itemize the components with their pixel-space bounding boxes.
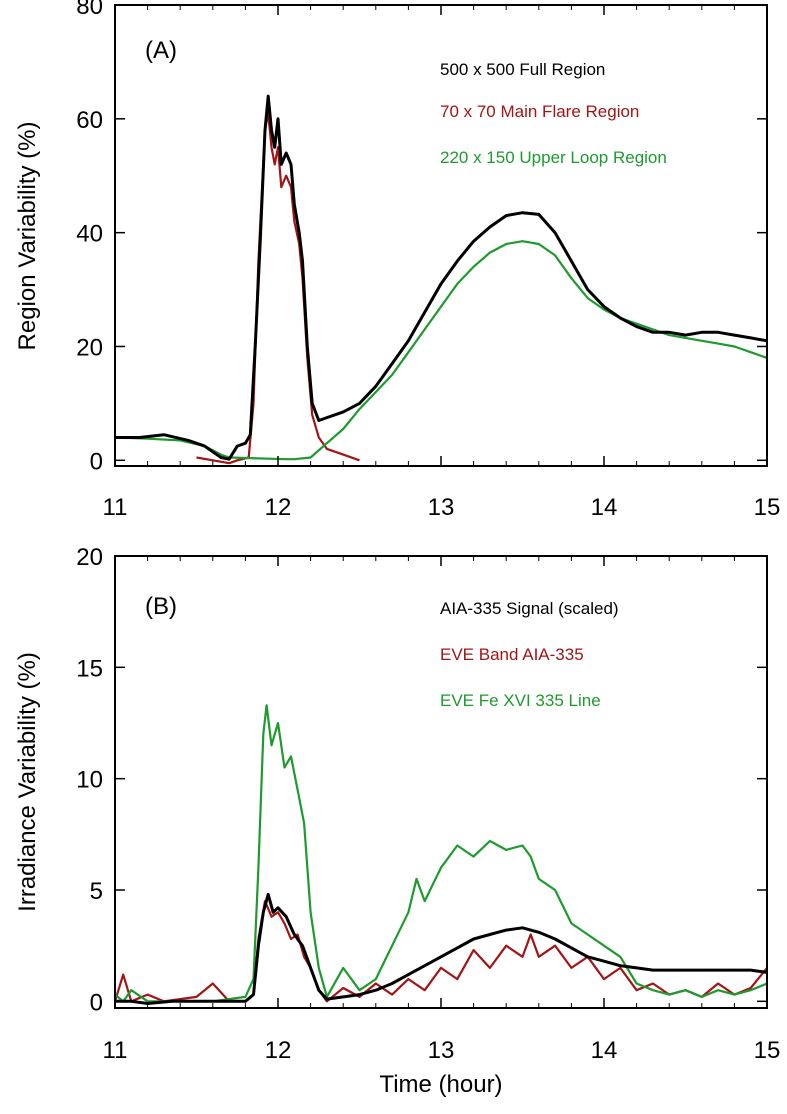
- panel-b-x-axis-label: Time (hour): [379, 1071, 502, 1098]
- panel-b: 11 12 13 14 15 0 5 10 15 20 (B) Irradiance Variab…: [14, 544, 780, 1098]
- panel-a-y-tick-label: 40: [76, 221, 103, 248]
- panel-a: 11 12 13 14 15 0 20 40 60 80 (A) Region Variabili…: [14, 0, 780, 521]
- panel-a-series-line-1: [115, 94, 768, 461]
- panel-a-x-tick-label: 12: [265, 494, 292, 521]
- panel-b-frame: [114, 555, 768, 1009]
- panel-a-y-tick-label: 20: [76, 334, 103, 361]
- panel-a-x-tick-label: 14: [591, 494, 618, 521]
- panel-b-traces: [113, 704, 768, 1005]
- panel-a-x-tick-label: 11: [103, 494, 128, 521]
- panel-b-y-tick-label: 15: [76, 655, 103, 682]
- panel-a-y-tick-label: 0: [90, 448, 103, 475]
- panel-a-y-tick-label: 60: [76, 107, 103, 134]
- panel-a-y-tick-label: 80: [76, 0, 103, 20]
- panel-b-y-tick-label: 10: [76, 767, 103, 794]
- panel-b-x-tick-label: 12: [265, 1037, 292, 1064]
- panel-a-legend: 500 x 500 Full Region 70 x 70 Main Flare…: [440, 60, 667, 167]
- panel-a-axes: 11 12 13 14 15 0 20 40 60 80: [76, 0, 780, 521]
- panel-b-series-line-3: [114, 704, 768, 1003]
- panel-b-axes: 11 12 13 14 15 0 5 10 15 20: [76, 544, 780, 1064]
- panel-a-series-line-2: [196, 112, 360, 465]
- panel-a-series-line-3: [114, 240, 768, 461]
- panel-a-y-axis-label: Region Variability (%): [14, 122, 41, 351]
- panel-b-series-line-1: [115, 892, 768, 1005]
- panel-a-x-tick-label: 15: [754, 494, 781, 521]
- panel-a-label: (A): [145, 37, 177, 64]
- panel-b-x-tick-label: 14: [591, 1037, 618, 1064]
- panel-b-x-tick-label: 13: [428, 1037, 455, 1064]
- panel-b-y-tick-label: 5: [90, 878, 103, 905]
- panel-b-y-axis-label: Irradiance Variability (%): [14, 652, 41, 912]
- panel-a-legend-entry-3: 220 x 150 Upper Loop Region: [440, 148, 667, 167]
- panel-b-label: (B): [145, 593, 177, 620]
- panel-b-x-tick-label: 15: [754, 1037, 781, 1064]
- panel-a-legend-entry-1: 500 x 500 Full Region: [440, 60, 605, 79]
- panel-b-series-line-2: [113, 900, 768, 1003]
- panel-b-legend-entry-3: EVE Fe XVI 335 Line: [440, 691, 601, 710]
- panel-a-traces: [114, 94, 768, 465]
- panel-b-y-tick-label: 20: [76, 544, 103, 571]
- panel-b-x-tick-label: 11: [103, 1037, 128, 1064]
- panel-b-legend-entry-1: AIA-335 Signal (scaled): [440, 599, 619, 618]
- panel-a-x-tick-label: 13: [428, 494, 455, 521]
- panel-b-y-tick-label: 0: [90, 989, 103, 1016]
- panel-b-legend-entry-2: EVE Band AIA-335: [440, 645, 584, 664]
- panel-b-legend: AIA-335 Signal (scaled) EVE Band AIA-335…: [440, 599, 619, 710]
- panel-a-legend-entry-2: 70 x 70 Main Flare Region: [440, 102, 639, 121]
